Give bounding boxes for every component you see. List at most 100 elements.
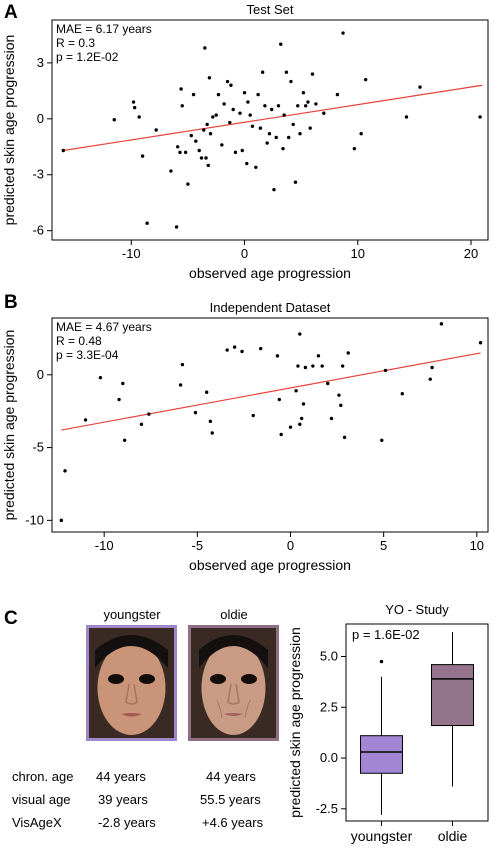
data-point	[311, 364, 315, 368]
data-point	[265, 141, 269, 145]
data-point	[225, 79, 230, 84]
data-point	[310, 72, 315, 76]
stat-annotation: p = 1.2E-02	[56, 50, 119, 64]
y-tick-label: 0	[37, 111, 44, 126]
data-point	[380, 438, 384, 442]
plot-frame	[51, 317, 489, 533]
x-tick-label: 0	[287, 538, 294, 553]
x-tick-label: 20	[464, 246, 478, 261]
x-tick-label: -5	[192, 538, 204, 553]
data-point	[140, 154, 145, 158]
data-point	[260, 70, 265, 74]
independent-dataset-scatter-chart: Independent Dataset -10 -5 0 5 10 -10 -5 0 observ…	[1, 300, 489, 573]
data-point	[204, 156, 208, 160]
youngster-label: youngster	[103, 607, 161, 622]
box-body-youngster	[360, 735, 403, 774]
data-point	[207, 76, 212, 80]
oldie-visual-age: 55.5 years	[200, 792, 261, 807]
data-point	[478, 115, 482, 119]
data-point	[174, 225, 179, 229]
data-point	[191, 92, 196, 97]
data-point	[189, 133, 193, 138]
row-label-visagex: VisAgeX	[12, 815, 62, 830]
data-point	[145, 221, 149, 225]
data-point	[229, 83, 233, 87]
chart-title: YO - Study	[385, 602, 449, 617]
data-point	[231, 107, 235, 112]
data-point	[418, 85, 422, 89]
data-point	[59, 518, 64, 523]
data-point	[276, 104, 281, 108]
data-point	[258, 126, 263, 130]
data-point	[298, 422, 302, 426]
data-point	[404, 115, 409, 119]
data-point	[383, 368, 388, 373]
data-point	[274, 135, 278, 140]
data-point	[233, 150, 238, 155]
x-tick-label: 10	[351, 246, 365, 261]
y-tick-label: 0	[37, 367, 44, 382]
x-tick-label: -10	[95, 538, 114, 553]
data-point	[303, 104, 308, 108]
data-point	[240, 148, 244, 153]
oldie-chron-age: 44 years	[206, 769, 256, 784]
data-point	[267, 132, 272, 136]
data-point	[186, 182, 190, 186]
data-point	[296, 364, 300, 368]
data-point	[169, 169, 173, 173]
data-point	[269, 107, 274, 112]
box-body-oldie	[431, 664, 474, 727]
data-point	[293, 180, 298, 184]
data-point	[242, 91, 247, 95]
data-point	[299, 416, 304, 421]
y-tick-label: -3	[32, 167, 44, 182]
y-tick-label: -5	[32, 440, 44, 455]
panel-letter-a: A	[4, 2, 18, 23]
data-point	[281, 146, 285, 151]
data-point	[284, 70, 289, 74]
data-point	[478, 341, 483, 345]
data-point	[220, 143, 224, 147]
panel-letter-c: C	[4, 608, 18, 629]
data-point	[180, 362, 185, 367]
regression-line	[63, 84, 483, 152]
data-point	[178, 150, 182, 155]
stat-annotation: R = 0.3	[56, 36, 95, 50]
data-point	[314, 102, 318, 106]
y-tick-label: 3	[37, 55, 44, 70]
data-point	[277, 397, 282, 402]
youngster-face-drawing	[89, 628, 174, 738]
regression-line	[61, 352, 481, 431]
data-point	[131, 100, 136, 104]
data-point	[306, 100, 310, 104]
x-axis-label: observed age progression	[189, 265, 351, 281]
data-point	[225, 348, 229, 352]
data-point	[339, 403, 343, 408]
x-tick-label: 0	[241, 246, 248, 261]
data-point	[279, 432, 283, 437]
data-point	[430, 365, 434, 370]
data-point	[308, 126, 312, 130]
data-point	[298, 332, 302, 336]
y-tick-label: -6	[32, 223, 44, 238]
data-point	[61, 148, 66, 153]
data-point	[199, 156, 204, 160]
data-point	[248, 113, 252, 117]
data-point	[63, 469, 67, 473]
x-axis-label: observed age progression	[189, 557, 351, 573]
yo-study-box-plot: YO - Study -2.5 0.0 2.5 5.0 predicted skin ag…	[287, 602, 489, 844]
y-tick-label: 0.0	[320, 750, 338, 765]
data-point	[352, 146, 357, 151]
data-point	[294, 389, 298, 393]
data-point	[279, 42, 283, 46]
data-point	[363, 77, 368, 82]
data-point	[320, 364, 324, 368]
data-point	[228, 120, 232, 125]
data-point	[117, 397, 121, 402]
data-point	[296, 104, 300, 108]
x-tick-label: 5	[380, 538, 387, 553]
data-point	[197, 148, 201, 153]
data-point	[301, 402, 306, 406]
data-point	[291, 122, 295, 127]
x-tick-label: -10	[122, 246, 141, 261]
